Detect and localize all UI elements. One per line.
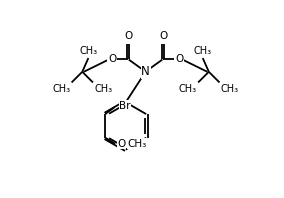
Text: Br: Br [119, 101, 131, 111]
Text: O: O [159, 31, 167, 41]
Text: CH₃: CH₃ [127, 139, 147, 149]
Text: CH₃: CH₃ [94, 84, 112, 94]
Text: N: N [141, 65, 150, 78]
Text: O: O [175, 54, 183, 64]
Text: O: O [118, 139, 126, 149]
Text: O: O [108, 54, 116, 64]
Text: CH₃: CH₃ [52, 84, 70, 94]
Text: CH₃: CH₃ [194, 46, 212, 56]
Text: O: O [124, 31, 132, 41]
Text: CH₃: CH₃ [79, 46, 97, 56]
Text: CH₃: CH₃ [221, 84, 239, 94]
Text: CH₃: CH₃ [179, 84, 197, 94]
